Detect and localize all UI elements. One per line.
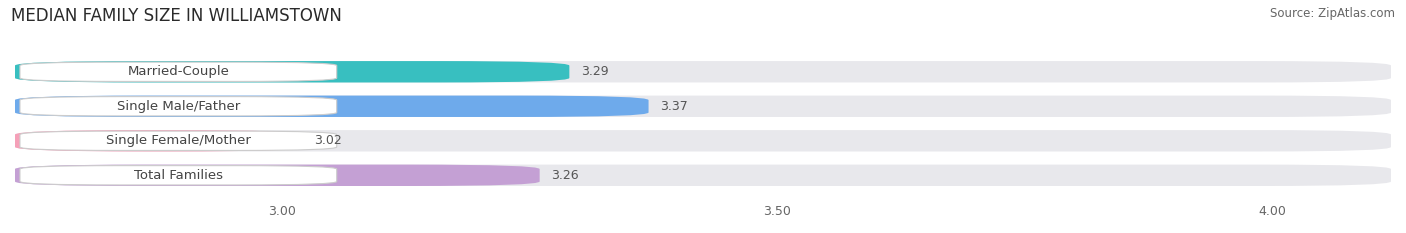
FancyBboxPatch shape	[15, 130, 1391, 151]
Text: 3.02: 3.02	[314, 134, 342, 147]
Text: Source: ZipAtlas.com: Source: ZipAtlas.com	[1270, 7, 1395, 20]
FancyBboxPatch shape	[20, 166, 336, 185]
Text: Single Male/Father: Single Male/Father	[117, 100, 240, 113]
FancyBboxPatch shape	[15, 96, 1391, 117]
Text: Single Female/Mother: Single Female/Mother	[105, 134, 250, 147]
FancyBboxPatch shape	[15, 61, 1391, 82]
Text: MEDIAN FAMILY SIZE IN WILLIAMSTOWN: MEDIAN FAMILY SIZE IN WILLIAMSTOWN	[11, 7, 342, 25]
Text: 3.26: 3.26	[551, 169, 579, 182]
Text: 3.37: 3.37	[661, 100, 688, 113]
FancyBboxPatch shape	[15, 130, 302, 151]
FancyBboxPatch shape	[20, 62, 336, 82]
FancyBboxPatch shape	[15, 164, 1391, 186]
FancyBboxPatch shape	[20, 97, 336, 116]
Text: Married-Couple: Married-Couple	[128, 65, 229, 78]
FancyBboxPatch shape	[15, 61, 569, 82]
FancyBboxPatch shape	[15, 164, 540, 186]
Text: Total Families: Total Families	[134, 169, 222, 182]
FancyBboxPatch shape	[15, 96, 648, 117]
Text: 3.29: 3.29	[581, 65, 609, 78]
FancyBboxPatch shape	[20, 131, 336, 151]
